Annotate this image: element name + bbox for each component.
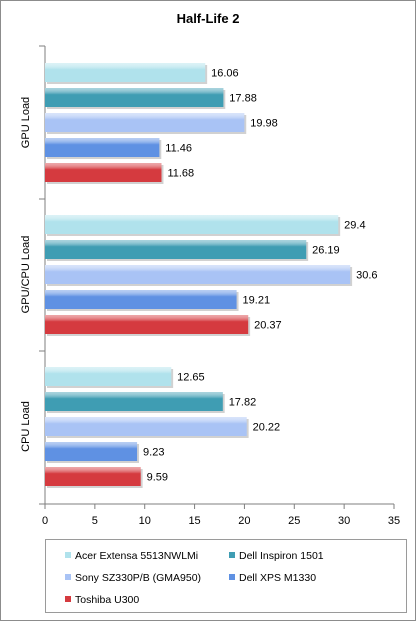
data-label: 19.98 [250, 118, 278, 130]
bar-highlight [45, 392, 223, 411]
legend-label: Dell Inspiron 1501 [239, 550, 324, 562]
category-label: GPU/CPU Load [20, 236, 32, 314]
legend: Acer Extensa 5513NWLMi Dell Inspiron 1501… [45, 539, 407, 613]
data-label: 17.82 [229, 397, 257, 409]
x-tick-label: 30 [338, 515, 350, 527]
bar-highlight [45, 367, 172, 386]
bar-highlight [45, 417, 247, 436]
bar-highlight [45, 215, 339, 234]
data-label: 19.21 [243, 295, 271, 307]
bar-highlight [45, 163, 162, 182]
x-tick-label: 5 [92, 515, 98, 527]
data-label: 20.22 [253, 422, 281, 434]
x-tick-label: 15 [188, 515, 200, 527]
legend-swatch [65, 552, 71, 558]
legend-label: Dell XPS M1330 [239, 572, 317, 584]
bar-highlight [45, 442, 138, 461]
data-label: 12.65 [177, 372, 205, 384]
legend-label: Toshiba U300 [75, 594, 140, 606]
x-tick-label: 0 [42, 515, 48, 527]
x-tick-label: 25 [288, 515, 300, 527]
legend-swatch [65, 596, 71, 602]
legend-item: Dell XPS M1330 [229, 572, 316, 584]
legend-item: Acer Extensa 5513NWLMi [65, 550, 198, 562]
legend-item: Toshiba U300 [65, 594, 139, 606]
legend-swatch [229, 574, 235, 580]
bar-highlight [45, 88, 224, 107]
chart-plot: Half-Life 2 0 5 10 15 20 25 30 35 GPU Load GPU/CP… [20, 11, 400, 527]
category-label: CPU Load [20, 401, 32, 452]
x-tick-label: 35 [388, 515, 400, 527]
bar-highlight [45, 265, 351, 284]
data-label: 29.4 [344, 220, 365, 232]
bar-highlight [45, 467, 141, 486]
data-label: 11.68 [167, 168, 194, 180]
bar-highlight [45, 63, 206, 82]
bar-highlight [45, 290, 237, 309]
data-label: 26.19 [312, 245, 340, 257]
category-label: GPU Load [20, 97, 32, 148]
data-label: 20.37 [254, 320, 282, 332]
legend-label: Acer Extensa 5513NWLMi [75, 550, 199, 562]
data-label: 11.46 [165, 143, 192, 155]
bar-highlight [45, 113, 245, 132]
data-label: 16.06 [211, 68, 239, 80]
chart-title: Half-Life 2 [177, 11, 240, 26]
x-tick-label: 10 [139, 515, 151, 527]
x-tick-label: 20 [238, 515, 250, 527]
legend-item: Dell Inspiron 1501 [229, 550, 324, 562]
bar-highlight [45, 315, 249, 334]
data-label: 30.6 [356, 270, 377, 282]
bar-highlight [45, 138, 160, 157]
legend-swatch [229, 552, 235, 558]
legend-label: Sony SZ330P/B (GMA950) [75, 572, 202, 584]
data-label: 17.88 [229, 93, 257, 105]
legend-swatch [65, 574, 71, 580]
bar-highlight [45, 240, 307, 259]
legend-item: Sony SZ330P/B (GMA950) [65, 572, 201, 584]
data-label: 9.59 [147, 472, 168, 484]
data-label: 9.23 [143, 447, 164, 459]
